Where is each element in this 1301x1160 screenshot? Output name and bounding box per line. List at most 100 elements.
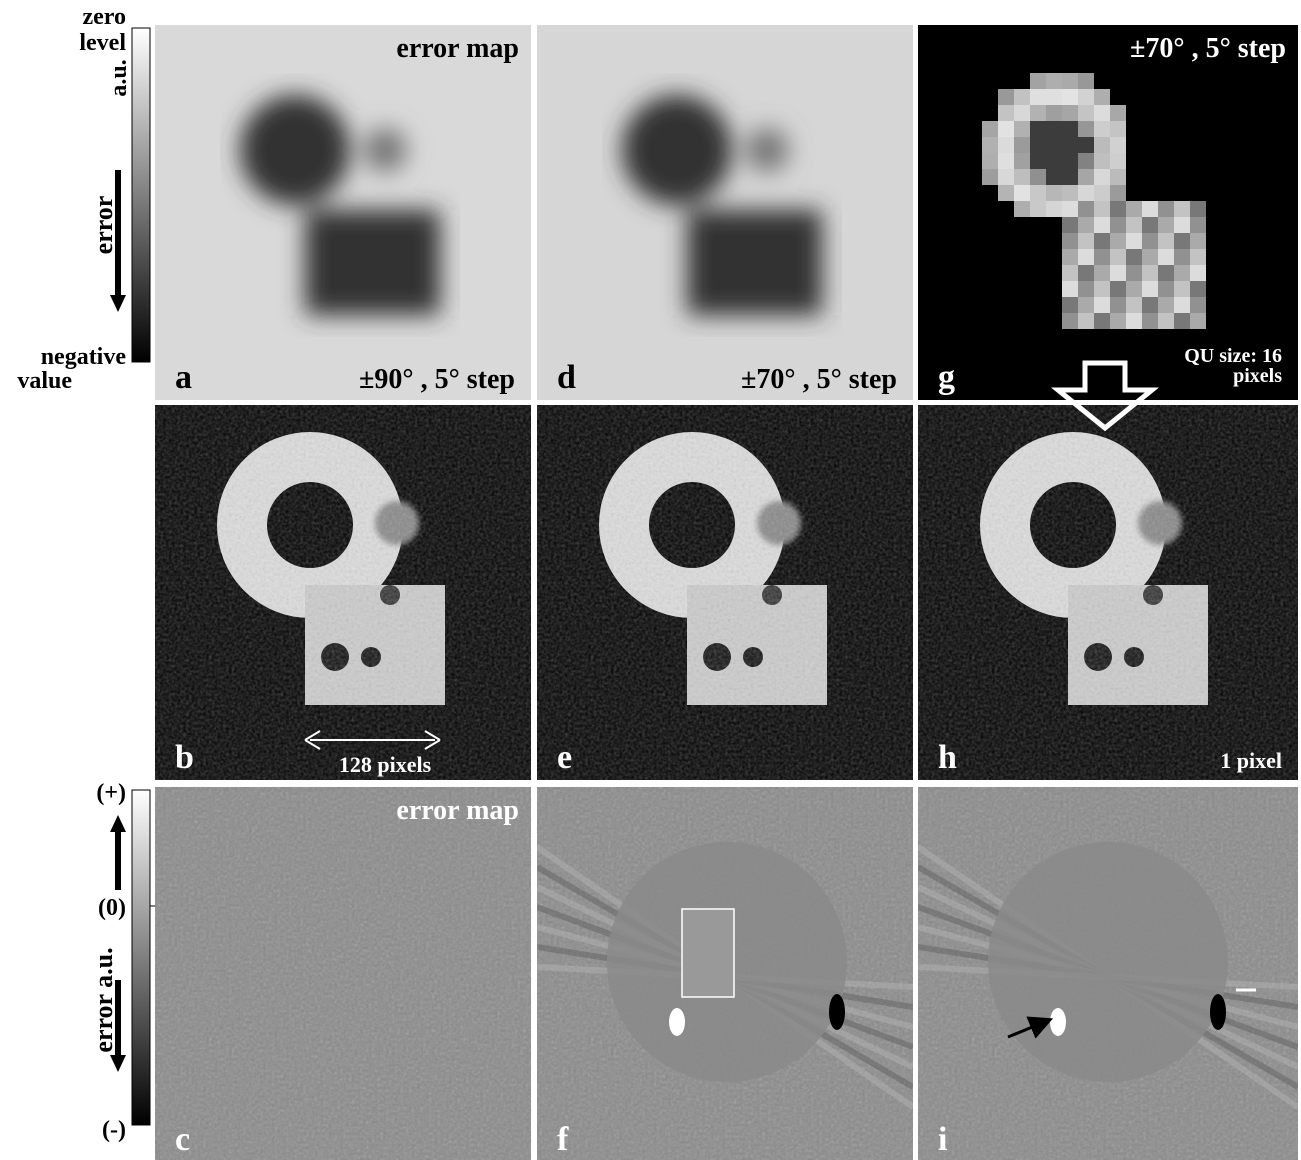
panel-letter: e [557,739,572,776]
pixel [1094,249,1110,265]
pixel [1030,89,1046,105]
panel: g±70° , 5° stepQU size: 16pixels [918,25,1298,400]
pixel [1142,201,1158,217]
pixel [998,169,1014,185]
pixel [1030,105,1046,121]
pixel [1030,121,1046,137]
arrow-head [110,1055,126,1072]
pixel [1158,281,1174,297]
colorbar-label: value [17,368,72,394]
pixel [1078,297,1094,313]
pixel [1094,121,1110,137]
pixel [1030,153,1046,169]
scale-bar-label: 128 pixels [339,752,432,777]
pixel [998,89,1014,105]
pixel [1190,217,1206,233]
pixel [1094,185,1110,201]
pixel [1078,313,1094,329]
pixel [1094,297,1110,313]
pixel [1158,297,1174,313]
pixel [1046,137,1062,153]
pixel [1062,73,1078,89]
pixel [1094,201,1110,217]
pixel [1030,137,1046,153]
pixel [1014,169,1030,185]
pixel [1094,105,1110,121]
pixel [1078,185,1094,201]
blob [687,210,822,315]
pixel [1126,313,1142,329]
panel-caption: ±90° , 5° step [359,364,515,395]
pixel [1174,281,1190,297]
pixel [1190,249,1206,265]
pixel [1110,265,1126,281]
pixel [1062,137,1078,153]
pixel [1078,265,1094,281]
arrow-head [110,295,126,312]
pixel [1062,297,1078,313]
region [988,842,1228,1082]
blob [622,95,732,205]
pixel [1110,233,1126,249]
hotspot [669,1008,685,1036]
colorbar-axis-label: error a.u. [89,947,118,1052]
pixel [1110,281,1126,297]
pixel [1190,233,1206,249]
pixel [1030,169,1046,185]
hotspot [829,994,845,1030]
pixel [1110,185,1126,201]
pixel [1174,265,1190,281]
pixel [1094,265,1110,281]
inset [682,909,734,997]
colorbar-label: (-) [102,1117,126,1143]
pixel [1110,249,1126,265]
pixel [1110,169,1126,185]
pixel [1030,73,1046,89]
pixel [1110,201,1126,217]
pixel [982,169,998,185]
pixel [1046,121,1062,137]
panel: d±70° , 5° step [537,25,913,400]
pixel [1062,121,1078,137]
panel-caption: ±70° , 5° step [1130,33,1286,64]
pixel [1174,233,1190,249]
pixel [1142,313,1158,329]
pixel [1142,281,1158,297]
pixel [1094,281,1110,297]
pixel [1142,233,1158,249]
pixel [1014,89,1030,105]
blob [745,128,789,172]
pixel [1062,233,1078,249]
pixel [1062,185,1078,201]
pixel [1110,105,1126,121]
pixel [1126,201,1142,217]
pixel [1030,201,1046,217]
pixel [1062,217,1078,233]
figure: aerror map±90° , 5° stepd±70° , 5° step g… [0,0,1301,1160]
pixel [1126,233,1142,249]
pixel [1142,249,1158,265]
pixel [1094,153,1110,169]
panel-letter: g [938,359,955,396]
pixel [1062,169,1078,185]
colorbar-label: (+) [96,780,126,806]
pixel [1062,201,1078,217]
pixel [1078,201,1094,217]
pixel [1014,153,1030,169]
pixel [998,137,1014,153]
pixel [1078,137,1094,153]
pixel [1174,249,1190,265]
pixel [1094,217,1110,233]
pixel [1062,153,1078,169]
pixel [1062,249,1078,265]
pixel [1110,137,1126,153]
pixel [1110,121,1126,137]
panel-letter: c [175,1121,190,1158]
panel-caption: pixels [1233,365,1282,387]
colorbar-unit: a.u. [106,59,132,96]
pixel [1190,265,1206,281]
colorbar-label: zero [82,4,126,30]
pixel [1142,265,1158,281]
pixel [1014,137,1030,153]
